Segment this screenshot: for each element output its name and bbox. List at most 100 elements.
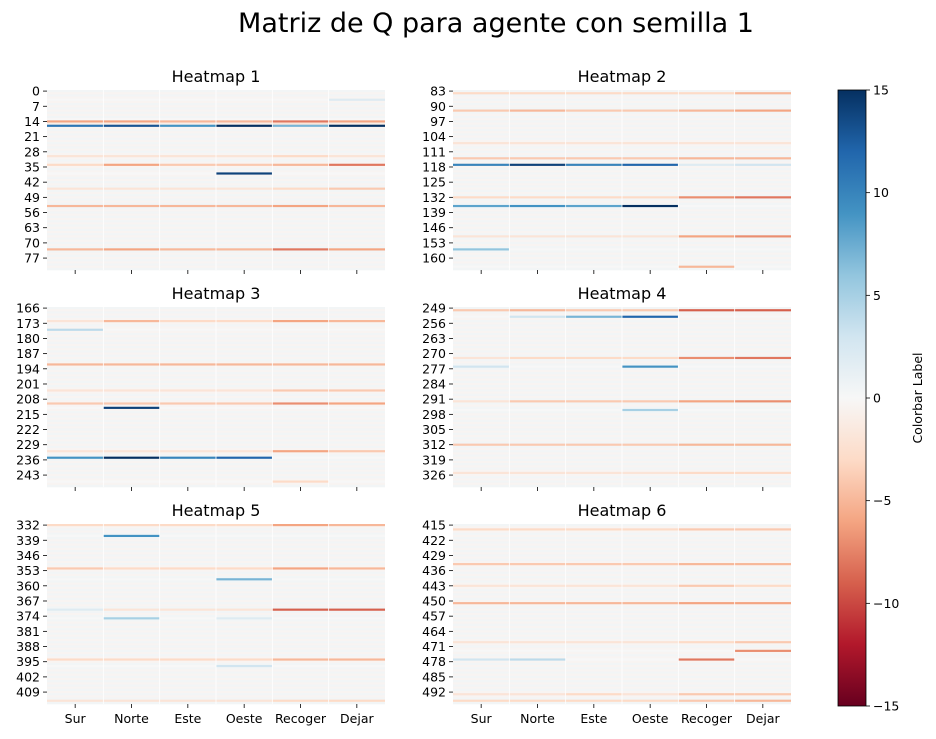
- colorbar-tick-label: −10: [873, 596, 899, 611]
- heatmap-cell: [328, 248, 385, 251]
- heatmap-cell: [678, 235, 735, 238]
- heatmap-cell: [216, 155, 273, 158]
- heatmap-cell: [47, 406, 104, 409]
- heatmap-cell: [159, 402, 216, 405]
- heatmap-cell: [565, 235, 622, 238]
- heatmap-cell: [622, 315, 679, 318]
- heatmap-cell: [734, 309, 791, 312]
- y-tick-label: 166: [16, 301, 40, 316]
- y-tick-label: 388: [16, 639, 40, 654]
- heatmap-cell: [622, 265, 679, 268]
- y-tick-label: 326: [422, 468, 446, 483]
- heatmap-cell: [509, 658, 566, 661]
- heatmap-cell: [622, 563, 679, 566]
- heatmap-cell: [622, 142, 679, 145]
- heatmap-cell: [453, 92, 510, 95]
- heatmap-cell: [734, 92, 791, 95]
- y-tick-label: 367: [16, 593, 40, 608]
- y-tick-label: 256: [422, 316, 446, 331]
- heatmap-cell: [328, 402, 385, 405]
- y-tick-label: 381: [16, 624, 40, 639]
- heatmap-title: Heatmap 5: [172, 501, 261, 520]
- heatmap-cell: [622, 528, 679, 531]
- y-tick-label: 312: [422, 437, 446, 452]
- heatmap-cell: [103, 363, 160, 366]
- heatmap-cell: [328, 124, 385, 127]
- colorbar-tick-label: 15: [873, 83, 889, 98]
- heatmap-cell: [47, 98, 104, 101]
- heatmap-cell: [103, 699, 160, 702]
- heatmap-cell: [103, 402, 160, 405]
- heatmap-cell: [622, 584, 679, 587]
- x-tick-label: Oeste: [226, 711, 263, 726]
- heatmap-cell: [47, 402, 104, 405]
- heatmap-cell: [47, 524, 104, 527]
- heatmap-cell: [159, 456, 216, 459]
- heatmap-cell: [328, 122, 385, 125]
- heatmap-cell: [622, 693, 679, 696]
- heatmap-cell: [509, 699, 566, 702]
- heatmap-2: Heatmap 2 8390971041111181251321391461531…: [422, 67, 791, 274]
- y-tick-label: 146: [422, 220, 446, 235]
- y-tick-label: 339: [16, 533, 40, 548]
- y-tick-label: 270: [422, 346, 446, 361]
- heatmap-title: Heatmap 4: [578, 284, 667, 303]
- heatmap-cell: [509, 400, 566, 403]
- heatmap-cell: [453, 109, 510, 112]
- heatmap-cell: [509, 315, 566, 318]
- heatmap-cell: [328, 567, 385, 570]
- y-tick-label: 201: [16, 376, 40, 391]
- heatmap-cell: [453, 641, 510, 644]
- colorbar-tick-label: 0: [873, 391, 881, 406]
- heatmap-cell: [47, 204, 104, 208]
- heatmap-cell: [509, 365, 566, 368]
- heatmap-cell: [216, 248, 273, 251]
- heatmap-cell: [272, 122, 329, 125]
- heatmap-cell: [453, 699, 510, 702]
- y-tick-label: 277: [422, 361, 446, 376]
- heatmap-cell: [103, 567, 160, 570]
- heatmap-cell: [565, 658, 622, 661]
- heatmap-cell: [622, 658, 679, 661]
- heatmap-cell: [159, 172, 216, 175]
- heatmap-cell: [103, 120, 160, 123]
- heatmap-cell: [272, 699, 329, 702]
- heatmap-cell: [159, 118, 216, 121]
- heatmap-cell: [453, 649, 510, 652]
- heatmap-cell: [678, 693, 735, 696]
- heatmap-cell: [159, 524, 216, 527]
- heatmap-cell: [678, 584, 735, 587]
- y-tick-label: 132: [422, 190, 446, 205]
- heatmap-cell: [678, 641, 735, 644]
- y-tick-label: 457: [422, 609, 446, 624]
- x-tick-label: Recoger: [275, 711, 327, 726]
- heatmap-cell: [453, 248, 510, 251]
- heatmap-cell: [328, 480, 385, 483]
- heatmap-cell: [734, 163, 791, 166]
- y-tick-label: 0: [32, 84, 40, 99]
- heatmap-cell: [734, 649, 791, 652]
- heatmap-cell: [734, 157, 791, 160]
- heatmap-cell: [734, 658, 791, 661]
- heatmap-title: Heatmap 6: [578, 501, 667, 520]
- heatmap-cell: [509, 196, 566, 199]
- heatmap-cell: [103, 534, 160, 538]
- y-tick-label: 395: [16, 654, 40, 669]
- heatmap-cell: [622, 235, 679, 238]
- heatmap-cell: [159, 163, 216, 166]
- heatmap-cell: [47, 163, 104, 166]
- y-tick-label: 118: [422, 159, 446, 174]
- heatmap-cell: [509, 235, 566, 238]
- heatmap-cell: [734, 408, 791, 412]
- heatmap-cell: [47, 617, 104, 620]
- heatmap-cell: [328, 187, 385, 190]
- y-tick-label: 104: [422, 129, 446, 144]
- heatmap-cell: [272, 155, 329, 158]
- heatmap-cell: [734, 443, 791, 446]
- heatmap-cell: [328, 534, 385, 538]
- y-tick-label: 409: [16, 685, 40, 700]
- heatmap-cell: [47, 699, 104, 702]
- heatmap-cell: [159, 699, 216, 702]
- x-tick-label: Este: [580, 711, 607, 726]
